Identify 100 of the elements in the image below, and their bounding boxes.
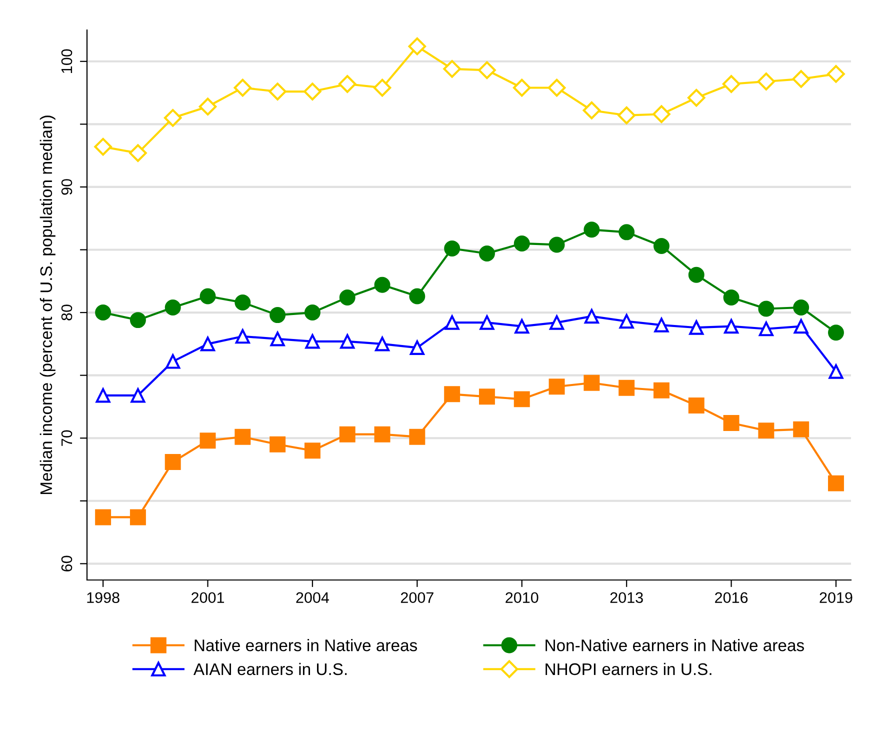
point bbox=[758, 422, 774, 439]
point bbox=[653, 238, 670, 254]
legend-label: Non-Native earners in Native areas bbox=[546, 639, 804, 652]
point bbox=[374, 426, 390, 442]
point bbox=[827, 65, 845, 83]
x-tick-label: 2013 bbox=[610, 592, 643, 604]
x-tick-label: 2007 bbox=[400, 592, 434, 604]
point bbox=[304, 442, 320, 459]
point bbox=[584, 309, 599, 324]
point bbox=[166, 354, 180, 369]
point bbox=[828, 324, 844, 341]
point bbox=[618, 380, 635, 396]
point bbox=[794, 319, 808, 334]
y-tick-label: 60 bbox=[61, 556, 72, 572]
point bbox=[373, 78, 392, 97]
point bbox=[94, 138, 112, 156]
point bbox=[723, 289, 740, 306]
point bbox=[757, 72, 776, 90]
point bbox=[654, 318, 669, 332]
point bbox=[653, 382, 670, 398]
point bbox=[514, 391, 530, 408]
point bbox=[723, 415, 740, 432]
point bbox=[409, 288, 426, 304]
legend-label: Native earners in Native areas bbox=[194, 639, 418, 652]
point bbox=[270, 307, 286, 324]
point bbox=[409, 428, 426, 445]
point bbox=[793, 421, 810, 438]
point bbox=[512, 78, 531, 97]
point bbox=[478, 388, 495, 405]
point bbox=[758, 300, 774, 317]
point bbox=[584, 222, 600, 238]
x-tick-label: 1998 bbox=[87, 592, 120, 604]
point bbox=[270, 436, 286, 452]
point bbox=[514, 319, 530, 334]
point bbox=[444, 315, 460, 330]
point bbox=[688, 266, 704, 283]
point bbox=[164, 300, 181, 316]
point bbox=[480, 315, 494, 330]
point bbox=[828, 475, 844, 492]
point bbox=[548, 378, 565, 395]
legend-label: AIAN earners in U.S. bbox=[193, 662, 347, 676]
y-tick-label: 100 bbox=[61, 49, 72, 73]
point bbox=[304, 82, 322, 100]
point bbox=[549, 315, 564, 330]
point bbox=[619, 314, 634, 329]
point bbox=[95, 304, 112, 321]
point bbox=[443, 60, 461, 78]
point bbox=[234, 428, 251, 445]
point bbox=[548, 236, 565, 253]
point bbox=[722, 75, 740, 93]
point bbox=[198, 98, 217, 116]
point bbox=[164, 454, 181, 470]
point bbox=[408, 37, 426, 56]
point bbox=[724, 319, 739, 334]
point bbox=[200, 336, 216, 352]
point bbox=[338, 75, 356, 93]
point bbox=[270, 332, 285, 346]
point bbox=[618, 224, 635, 240]
point bbox=[129, 144, 147, 162]
point bbox=[200, 432, 216, 449]
point bbox=[374, 336, 390, 352]
point bbox=[584, 374, 600, 391]
point bbox=[688, 397, 704, 414]
point bbox=[478, 61, 496, 80]
point bbox=[200, 288, 216, 304]
point bbox=[444, 386, 460, 402]
point bbox=[793, 300, 810, 316]
point bbox=[548, 78, 566, 97]
point bbox=[95, 509, 112, 526]
point bbox=[689, 320, 704, 335]
point bbox=[828, 364, 844, 379]
point bbox=[130, 312, 146, 328]
x-tick-label: 2010 bbox=[506, 592, 538, 604]
point bbox=[792, 70, 810, 88]
point bbox=[234, 78, 252, 97]
point bbox=[758, 322, 774, 336]
point bbox=[304, 304, 320, 321]
y-axis-title: Median income (percent of U.S. population median) bbox=[40, 116, 56, 494]
point bbox=[235, 329, 250, 344]
point bbox=[374, 276, 390, 293]
point bbox=[618, 106, 636, 124]
x-tick-label: 2004 bbox=[296, 592, 330, 604]
point bbox=[444, 240, 460, 256]
point bbox=[514, 235, 530, 252]
x-tick-label: 2001 bbox=[192, 592, 224, 604]
point bbox=[652, 105, 670, 124]
point bbox=[164, 109, 182, 127]
x-tick-label: 2019 bbox=[820, 592, 852, 604]
y-tick-label: 90 bbox=[61, 179, 72, 195]
point bbox=[268, 82, 286, 100]
point bbox=[234, 294, 251, 310]
point bbox=[130, 388, 146, 403]
x-tick-label: 2016 bbox=[715, 592, 748, 604]
y-tick-label: 80 bbox=[61, 304, 72, 320]
point bbox=[582, 101, 601, 120]
point bbox=[410, 340, 424, 355]
point bbox=[96, 388, 110, 403]
point bbox=[339, 426, 356, 442]
point bbox=[478, 246, 495, 262]
point bbox=[305, 334, 320, 349]
